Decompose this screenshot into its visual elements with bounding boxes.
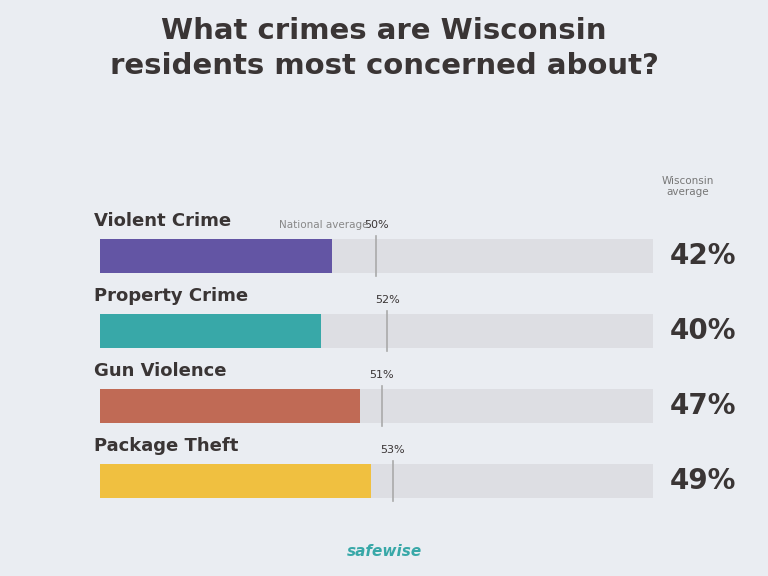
- Bar: [100, 314, 321, 348]
- Text: 42%: 42%: [670, 242, 736, 270]
- Text: National average: National average: [279, 221, 368, 230]
- Bar: [100, 464, 653, 498]
- Text: Package Theft: Package Theft: [94, 437, 239, 455]
- Text: 51%: 51%: [369, 370, 394, 380]
- Text: What crimes are Wisconsin
residents most concerned about?: What crimes are Wisconsin residents most…: [110, 17, 658, 80]
- Bar: [100, 314, 653, 348]
- Bar: [100, 240, 653, 273]
- Text: safewise: safewise: [346, 544, 422, 559]
- Bar: [100, 464, 371, 498]
- Text: 50%: 50%: [364, 221, 389, 230]
- Text: 47%: 47%: [670, 392, 736, 420]
- Text: 53%: 53%: [381, 445, 406, 455]
- Text: 52%: 52%: [375, 295, 400, 305]
- Text: 49%: 49%: [670, 467, 736, 495]
- Bar: [100, 240, 332, 273]
- Text: Wisconsin
average: Wisconsin average: [661, 176, 713, 198]
- Bar: [100, 389, 359, 423]
- Text: Violent Crime: Violent Crime: [94, 213, 231, 230]
- Bar: [100, 389, 653, 423]
- Text: Property Crime: Property Crime: [94, 287, 248, 305]
- Text: 40%: 40%: [670, 317, 736, 345]
- Text: Gun Violence: Gun Violence: [94, 362, 227, 380]
